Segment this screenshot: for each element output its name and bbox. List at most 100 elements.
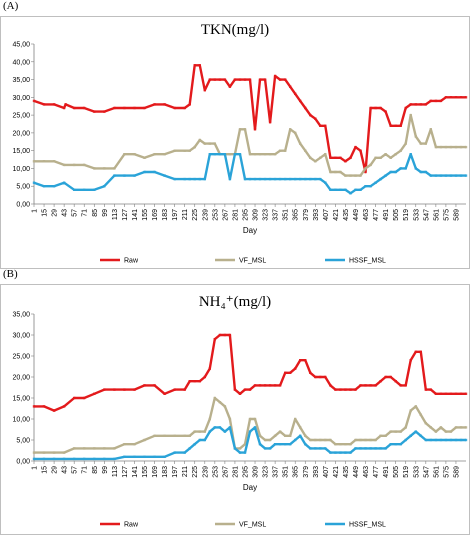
data-point xyxy=(93,167,96,170)
x-tick-label: 421 xyxy=(333,209,340,221)
data-point xyxy=(243,128,247,131)
data-point xyxy=(434,99,438,103)
data-point xyxy=(183,451,186,454)
data-point xyxy=(379,380,382,383)
data-point xyxy=(404,142,407,145)
data-point xyxy=(198,380,201,383)
data-point xyxy=(52,451,56,454)
data-point xyxy=(359,384,362,387)
x-tick-label: 561 xyxy=(433,466,440,478)
y-tick-label: 15,00 xyxy=(12,396,30,403)
data-point xyxy=(83,106,86,110)
data-point xyxy=(324,124,327,127)
data-point xyxy=(83,447,86,450)
data-point xyxy=(444,430,448,433)
y-tick-label: 35,00 xyxy=(12,312,30,319)
x-tick-label: 127 xyxy=(122,466,129,478)
data-point xyxy=(93,392,96,395)
x-tick-label: 225 xyxy=(192,209,199,221)
data-point xyxy=(399,167,402,170)
data-point xyxy=(73,447,76,450)
legend-label: VF_MSL xyxy=(239,522,266,529)
data-point xyxy=(329,384,332,387)
data-point xyxy=(193,64,196,67)
data-point xyxy=(439,426,443,429)
y-tick-label: 5,00 xyxy=(16,184,30,191)
x-tick-label: 449 xyxy=(353,466,360,478)
data-point xyxy=(409,434,412,437)
data-point xyxy=(278,384,282,387)
data-point xyxy=(203,375,206,379)
data-point xyxy=(304,149,307,152)
y-tick-label: 40,00 xyxy=(12,59,30,66)
data-point xyxy=(454,96,458,99)
data-point xyxy=(444,392,448,395)
data-point xyxy=(349,192,352,195)
data-point xyxy=(233,388,237,391)
x-tick-label: 435 xyxy=(343,466,350,478)
data-point xyxy=(309,438,312,442)
data-point xyxy=(273,74,277,78)
data-point xyxy=(449,392,453,395)
data-point xyxy=(83,188,86,191)
y-tick-label: 30,00 xyxy=(12,95,30,102)
data-point xyxy=(52,409,56,412)
data-point xyxy=(62,451,66,454)
x-tick-label: 379 xyxy=(303,209,310,221)
data-point xyxy=(248,153,252,156)
data-point xyxy=(304,359,307,362)
data-point xyxy=(459,426,463,429)
data-point xyxy=(344,188,347,191)
data-point xyxy=(163,392,166,395)
data-point xyxy=(339,156,342,159)
data-point xyxy=(339,451,342,454)
data-point xyxy=(193,177,196,181)
data-point xyxy=(429,99,432,103)
data-point xyxy=(268,153,272,156)
data-point xyxy=(258,78,262,81)
data-point xyxy=(248,388,252,391)
y-tick-label: 0,00 xyxy=(16,202,30,209)
x-tick-label: 449 xyxy=(353,209,360,221)
data-point xyxy=(349,451,352,454)
data-point xyxy=(183,434,186,437)
legend-label: HSSF_MSL xyxy=(349,522,386,529)
x-tick-label: 57 xyxy=(72,466,79,474)
data-point xyxy=(218,333,222,337)
x-tick-label: 491 xyxy=(383,466,390,478)
x-tick-label: 477 xyxy=(373,209,380,221)
x-tick-label: 141 xyxy=(132,466,139,478)
data-point xyxy=(424,142,427,145)
data-point xyxy=(409,359,412,362)
y-tick-label: 35,00 xyxy=(12,77,30,84)
data-point xyxy=(103,388,106,391)
data-point xyxy=(379,106,382,110)
data-point xyxy=(123,153,126,156)
data-point xyxy=(188,149,191,152)
chart-tkn: TKN(mg/l) 0,00 5,00 10,00 15,00 20,00 25,00 30,… xyxy=(12,22,468,265)
data-point xyxy=(309,371,312,374)
data-point xyxy=(42,185,46,188)
data-point xyxy=(389,443,392,446)
data-point xyxy=(424,438,427,442)
data-point xyxy=(163,455,166,458)
data-point xyxy=(103,185,106,188)
x-tick-label: 365 xyxy=(293,209,300,221)
data-point xyxy=(299,177,302,181)
data-point xyxy=(419,434,422,437)
y-tick-label: 30,00 xyxy=(12,333,30,340)
data-point xyxy=(294,131,297,135)
data-point xyxy=(389,170,392,174)
data-point xyxy=(344,160,347,163)
data-point xyxy=(203,430,206,433)
data-point xyxy=(444,96,448,99)
data-point xyxy=(103,167,106,170)
legend-label: HSSF_MSL xyxy=(349,258,386,265)
y-tick-label: 15,00 xyxy=(12,148,30,155)
y-tick-label: 20,00 xyxy=(12,130,30,137)
data-point xyxy=(284,443,287,446)
data-point xyxy=(394,170,397,174)
x-tick-label: 43 xyxy=(62,209,69,217)
data-point xyxy=(52,103,56,106)
data-point xyxy=(384,434,387,437)
